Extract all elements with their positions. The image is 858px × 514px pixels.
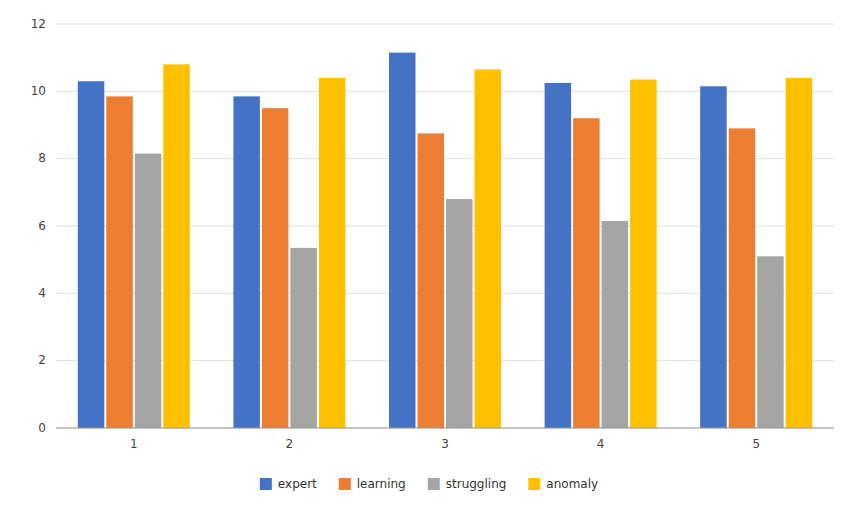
y-axis: 0 2 4 6 8 10 12 <box>31 17 46 435</box>
bar <box>757 256 784 428</box>
x-tick-label: 5 <box>752 437 760 451</box>
legend-swatch <box>260 478 272 490</box>
legend-item: struggling <box>428 477 507 491</box>
y-tick-label: 6 <box>38 219 46 233</box>
bars <box>78 53 812 428</box>
bar <box>729 128 756 428</box>
bar <box>700 86 727 428</box>
grid-line <box>56 428 834 429</box>
legend-item: anomaly <box>528 477 598 491</box>
bar <box>78 81 105 428</box>
legend-label: learning <box>357 477 406 491</box>
x-axis-line <box>56 428 834 429</box>
y-tick-label: 2 <box>38 353 46 367</box>
bar-series <box>106 96 755 428</box>
legend-swatch <box>428 478 440 490</box>
legend-label: struggling <box>446 477 507 491</box>
bar <box>389 53 416 428</box>
bar <box>417 133 444 428</box>
chart: 02468101212345expertlearningstrugglingan… <box>0 0 858 514</box>
y-tick-label: 4 <box>38 286 46 300</box>
bar <box>135 154 162 428</box>
bar <box>602 221 629 428</box>
bar <box>233 96 260 428</box>
bar <box>573 118 600 428</box>
bar <box>475 69 502 428</box>
x-tick-label: 3 <box>441 437 449 451</box>
y-tick-label: 10 <box>31 84 46 98</box>
y-tick-label: 8 <box>38 151 46 165</box>
legend-swatch <box>339 478 351 490</box>
x-axis: 1 2 3 4 5 <box>130 437 760 451</box>
legend-swatch <box>528 478 540 490</box>
bar <box>290 248 317 428</box>
x-tick-label: 1 <box>130 437 138 451</box>
legend-label: anomaly <box>546 477 598 491</box>
bar-series <box>135 154 784 428</box>
legend: expert learning struggling anomaly <box>260 477 598 491</box>
legend-item: learning <box>339 477 406 491</box>
y-tick-label: 0 <box>38 421 46 435</box>
bar-series <box>163 64 812 428</box>
legend-item: expert <box>260 477 317 491</box>
bar <box>786 78 813 428</box>
legend-label: expert <box>278 477 317 491</box>
bar <box>319 78 346 428</box>
x-tick-label: 2 <box>286 437 294 451</box>
grid-line <box>56 24 834 25</box>
grid <box>56 24 834 428</box>
bar <box>545 83 572 428</box>
bar-series <box>78 53 727 428</box>
bar <box>630 80 657 428</box>
bar <box>262 108 289 428</box>
bar <box>163 64 190 428</box>
bar <box>446 199 473 428</box>
x-tick-label: 4 <box>597 437 605 451</box>
bar <box>106 96 133 428</box>
y-tick-label: 12 <box>31 17 46 31</box>
